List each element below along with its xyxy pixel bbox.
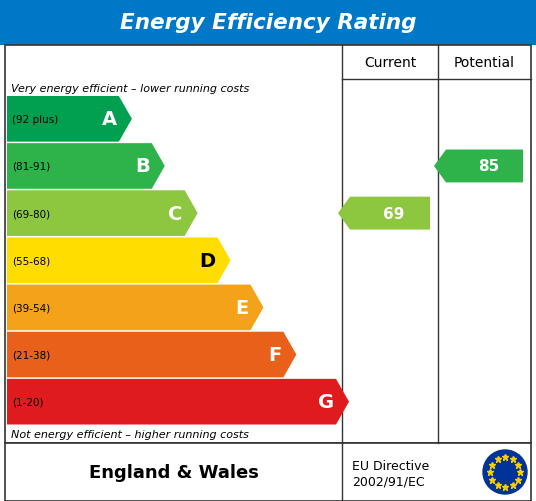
Text: Potential: Potential bbox=[454, 56, 515, 70]
Bar bbox=[0, 0, 536, 46]
Text: F: F bbox=[268, 345, 281, 364]
Text: (21-38): (21-38) bbox=[12, 350, 50, 360]
Text: Not energy efficient – higher running costs: Not energy efficient – higher running co… bbox=[11, 430, 249, 439]
Polygon shape bbox=[7, 238, 230, 284]
Bar bbox=[5, 443, 531, 501]
Text: C: C bbox=[168, 204, 183, 223]
Text: (1-20): (1-20) bbox=[12, 397, 43, 407]
Text: (69-80): (69-80) bbox=[12, 209, 50, 218]
Polygon shape bbox=[7, 97, 132, 142]
Text: Current: Current bbox=[364, 56, 416, 70]
Text: Energy Efficiency Rating: Energy Efficiency Rating bbox=[120, 13, 416, 33]
Text: G: G bbox=[318, 392, 334, 411]
Text: Very energy efficient – lower running costs: Very energy efficient – lower running co… bbox=[11, 83, 249, 93]
Text: 69: 69 bbox=[383, 206, 405, 221]
Bar bbox=[5, 46, 531, 443]
Text: (81-91): (81-91) bbox=[12, 162, 50, 172]
Polygon shape bbox=[7, 144, 165, 189]
Text: England & Wales: England & Wales bbox=[88, 463, 258, 481]
Polygon shape bbox=[434, 150, 523, 183]
Polygon shape bbox=[7, 285, 264, 331]
Text: (92 plus): (92 plus) bbox=[12, 115, 58, 125]
Polygon shape bbox=[338, 197, 430, 230]
Circle shape bbox=[483, 450, 527, 494]
Text: A: A bbox=[102, 110, 117, 129]
Text: D: D bbox=[199, 251, 215, 270]
Polygon shape bbox=[7, 379, 349, 425]
Polygon shape bbox=[7, 332, 296, 378]
Text: B: B bbox=[135, 157, 150, 176]
Text: (55-68): (55-68) bbox=[12, 256, 50, 266]
Text: 85: 85 bbox=[478, 159, 499, 174]
Text: E: E bbox=[235, 298, 249, 317]
Text: EU Directive: EU Directive bbox=[352, 458, 429, 471]
Text: 2002/91/EC: 2002/91/EC bbox=[352, 474, 425, 487]
Polygon shape bbox=[7, 191, 198, 236]
Text: (39-54): (39-54) bbox=[12, 303, 50, 313]
